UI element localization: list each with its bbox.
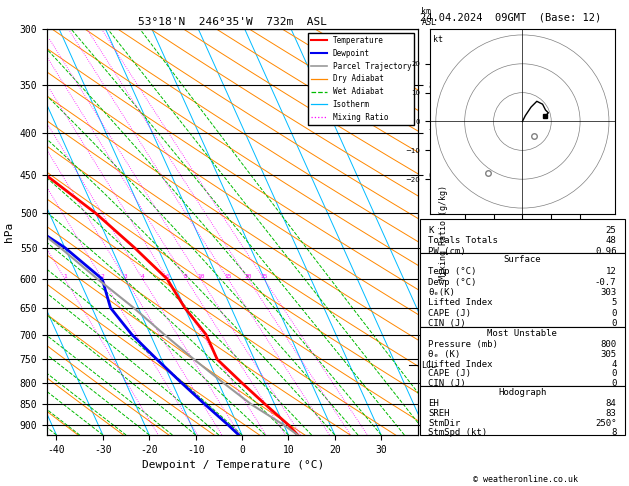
Text: θₑ(K): θₑ(K) bbox=[428, 288, 455, 297]
Text: PW (cm): PW (cm) bbox=[428, 247, 466, 256]
Text: 4: 4 bbox=[141, 274, 145, 279]
Text: CIN (J): CIN (J) bbox=[428, 379, 466, 388]
Text: Lifted Index: Lifted Index bbox=[428, 298, 493, 308]
Text: LCL: LCL bbox=[421, 361, 437, 370]
Text: Totals Totals: Totals Totals bbox=[428, 236, 498, 245]
Text: Dewp (°C): Dewp (°C) bbox=[428, 278, 477, 287]
Y-axis label: hPa: hPa bbox=[4, 222, 14, 242]
Text: 24.04.2024  09GMT  (Base: 12): 24.04.2024 09GMT (Base: 12) bbox=[420, 12, 601, 22]
Text: 48: 48 bbox=[606, 236, 616, 245]
Text: SREH: SREH bbox=[428, 409, 450, 418]
Text: CAPE (J): CAPE (J) bbox=[428, 369, 471, 379]
Text: θₑ (K): θₑ (K) bbox=[428, 350, 460, 359]
Bar bbox=[420, 219, 625, 253]
Text: 0: 0 bbox=[611, 369, 616, 379]
Text: 250°: 250° bbox=[595, 418, 616, 428]
Text: CAPE (J): CAPE (J) bbox=[428, 309, 471, 318]
Text: 10: 10 bbox=[197, 274, 204, 279]
Text: Pressure (mb): Pressure (mb) bbox=[428, 340, 498, 349]
Text: 4: 4 bbox=[611, 360, 616, 369]
Text: 84: 84 bbox=[606, 399, 616, 408]
Text: CIN (J): CIN (J) bbox=[428, 319, 466, 329]
Text: 25: 25 bbox=[260, 274, 268, 279]
Text: 8: 8 bbox=[184, 274, 188, 279]
Text: 0: 0 bbox=[611, 379, 616, 388]
Text: km
ASL: km ASL bbox=[421, 7, 437, 27]
X-axis label: Dewpoint / Temperature (°C): Dewpoint / Temperature (°C) bbox=[142, 460, 324, 470]
Text: © weatheronline.co.uk: © weatheronline.co.uk bbox=[473, 474, 577, 484]
Text: 20: 20 bbox=[244, 274, 252, 279]
Text: EH: EH bbox=[428, 399, 439, 408]
Bar bbox=[420, 253, 625, 327]
Text: 12: 12 bbox=[606, 267, 616, 276]
Text: StmSpd (kt): StmSpd (kt) bbox=[428, 428, 487, 437]
Bar bbox=[420, 327, 625, 386]
Text: -0.7: -0.7 bbox=[595, 278, 616, 287]
Text: 83: 83 bbox=[606, 409, 616, 418]
Text: 0.96: 0.96 bbox=[595, 247, 616, 256]
Text: Mixing Ratio (g/kg): Mixing Ratio (g/kg) bbox=[439, 185, 448, 279]
Text: Temp (°C): Temp (°C) bbox=[428, 267, 477, 276]
Text: 303: 303 bbox=[600, 288, 616, 297]
Text: 3: 3 bbox=[124, 274, 128, 279]
Text: K: K bbox=[428, 226, 434, 235]
Text: 800: 800 bbox=[600, 340, 616, 349]
Text: Surface: Surface bbox=[504, 255, 541, 264]
Text: 1: 1 bbox=[63, 274, 67, 279]
Text: 0: 0 bbox=[611, 319, 616, 329]
Text: Most Unstable: Most Unstable bbox=[487, 329, 557, 338]
Text: kt: kt bbox=[433, 35, 443, 44]
Text: 8: 8 bbox=[611, 428, 616, 437]
Text: 5: 5 bbox=[611, 298, 616, 308]
Text: 15: 15 bbox=[224, 274, 231, 279]
Legend: Temperature, Dewpoint, Parcel Trajectory, Dry Adiabat, Wet Adiabat, Isotherm, Mi: Temperature, Dewpoint, Parcel Trajectory… bbox=[308, 33, 415, 125]
Text: Hodograph: Hodograph bbox=[498, 388, 547, 397]
Text: 2: 2 bbox=[101, 274, 104, 279]
Text: StmDir: StmDir bbox=[428, 418, 460, 428]
Bar bbox=[420, 386, 625, 435]
Text: Lifted Index: Lifted Index bbox=[428, 360, 493, 369]
Title: 53°18'N  246°35'W  732m  ASL: 53°18'N 246°35'W 732m ASL bbox=[138, 17, 327, 27]
Text: 305: 305 bbox=[600, 350, 616, 359]
Text: 6: 6 bbox=[166, 274, 170, 279]
Text: 0: 0 bbox=[611, 309, 616, 318]
Text: 25: 25 bbox=[606, 226, 616, 235]
